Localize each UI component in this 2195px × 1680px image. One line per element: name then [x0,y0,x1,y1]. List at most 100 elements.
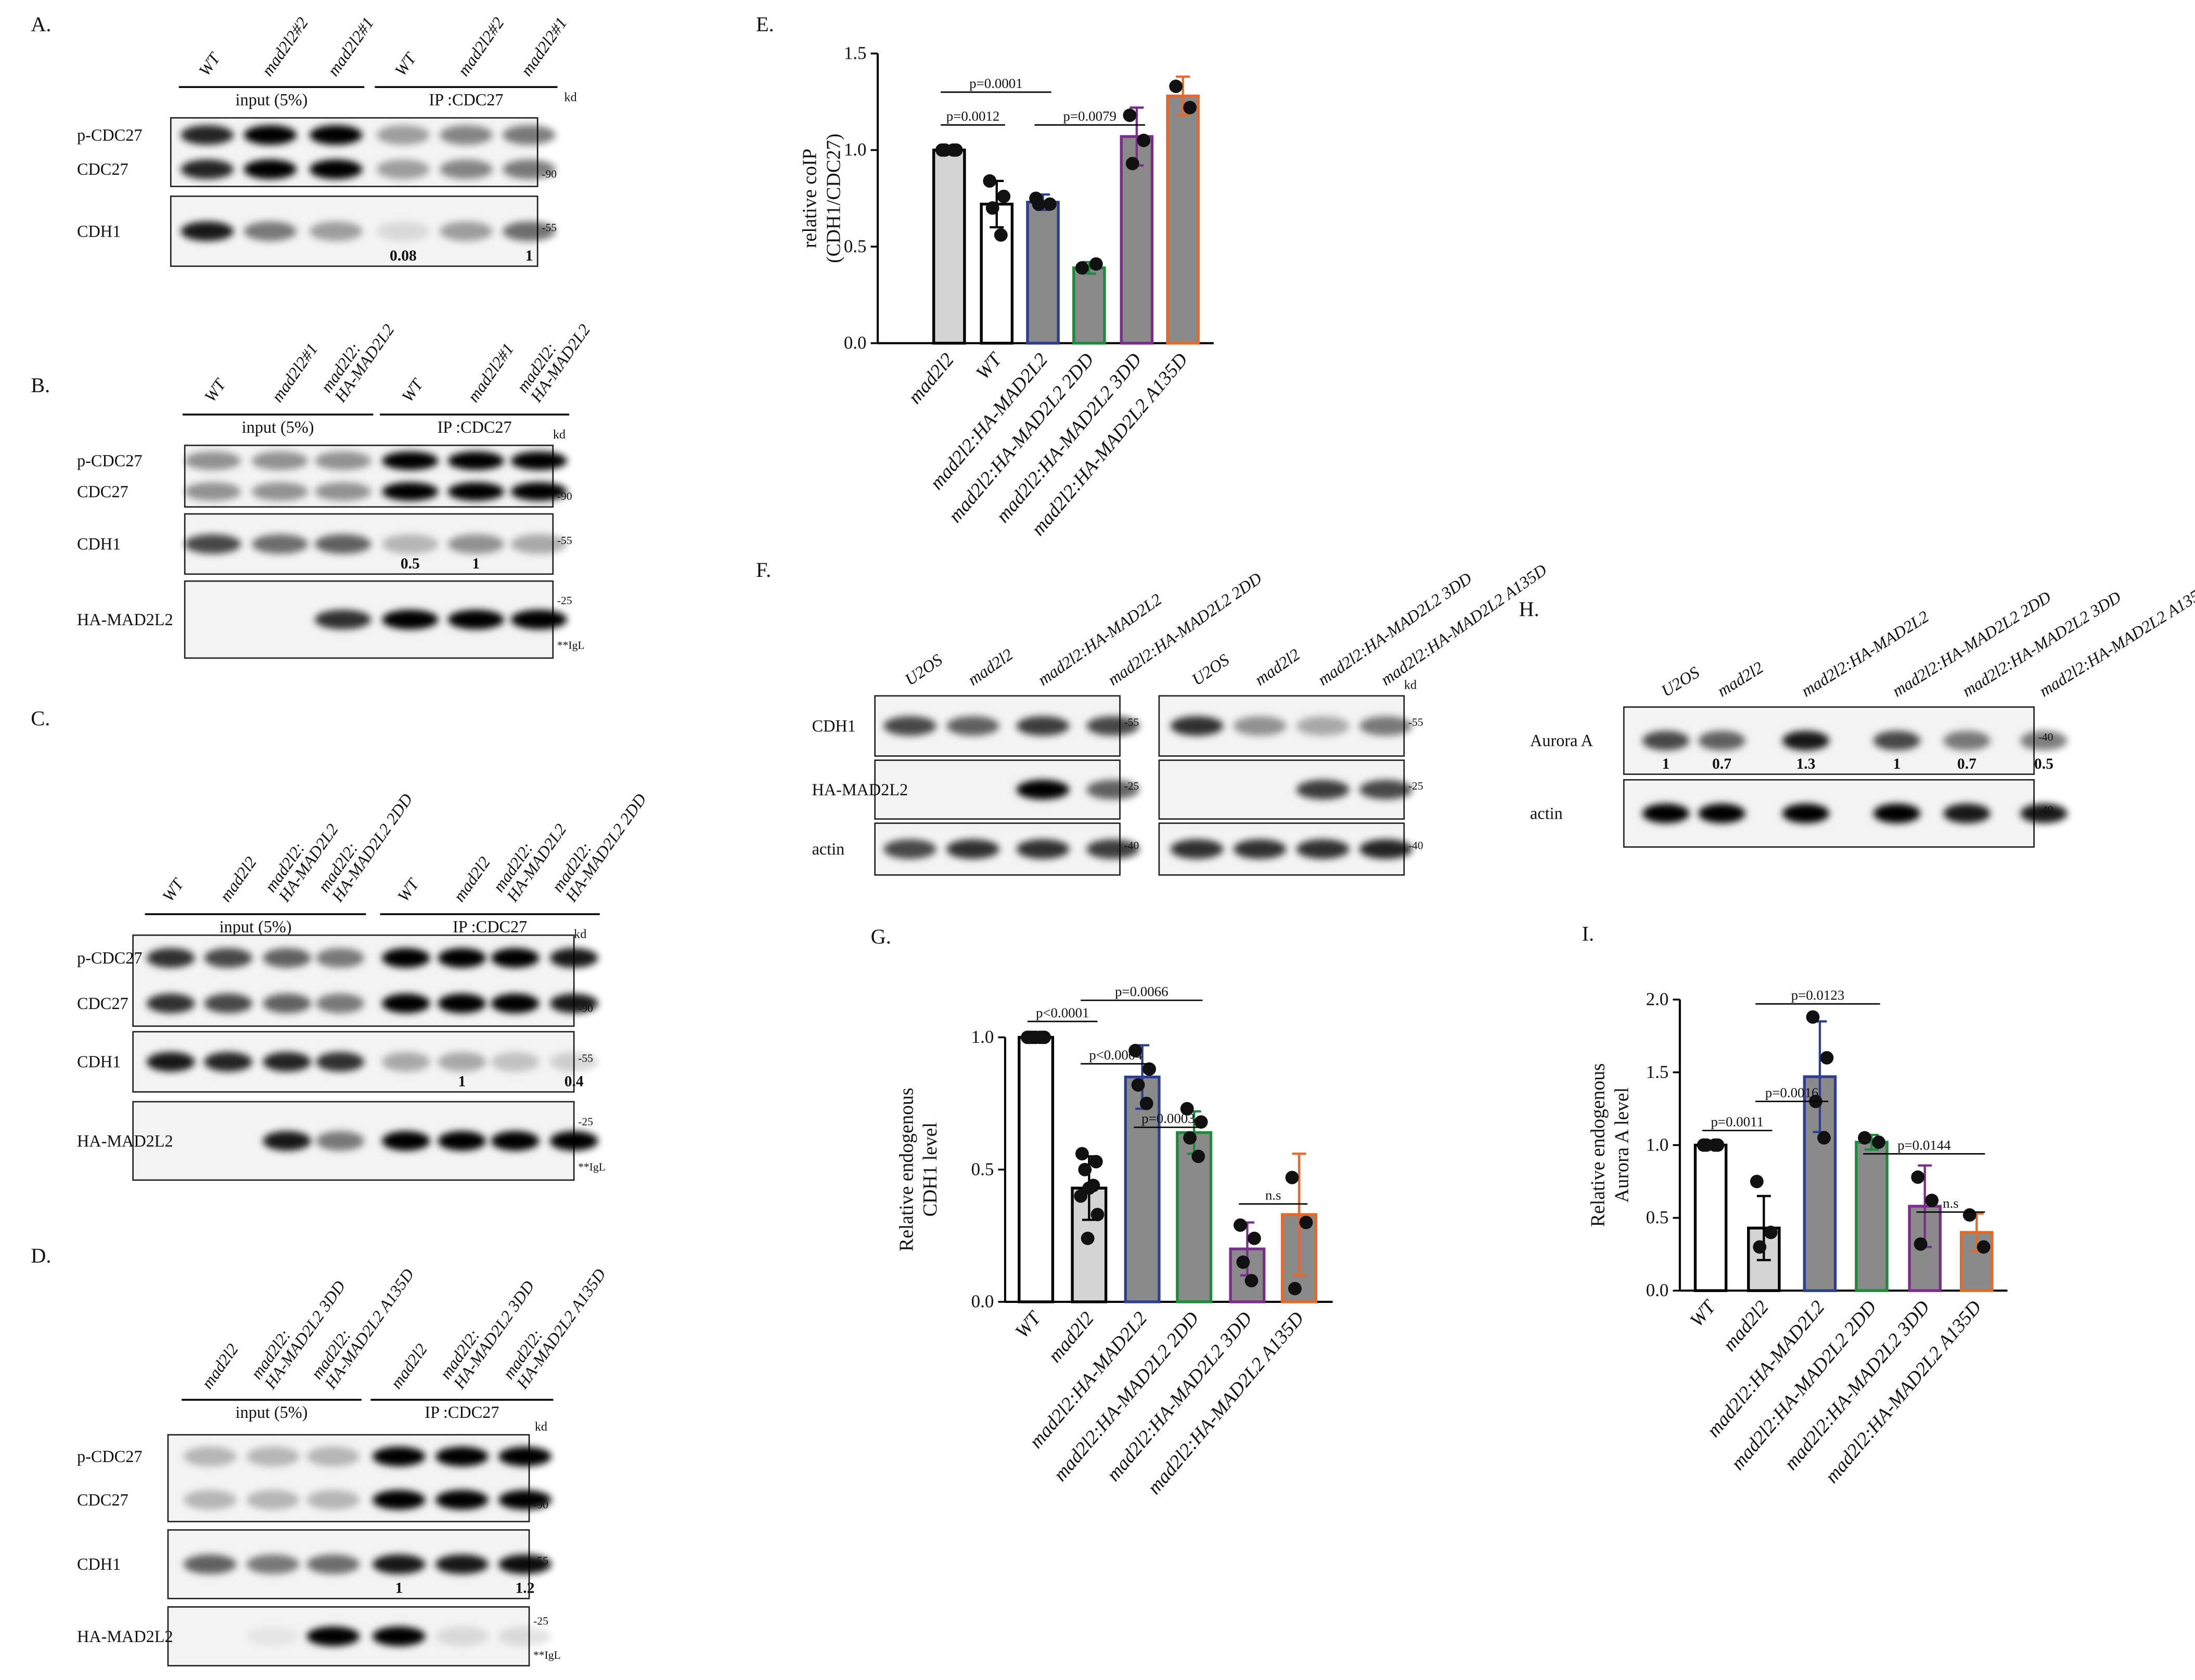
data-point [1247,1231,1261,1245]
band [183,1446,237,1467]
lane-label: mad2l2#1 [324,14,378,79]
row-label: p-CDC27 [77,125,143,144]
kd-label: kd [564,90,576,104]
lane-label-line: U2OS [1188,650,1233,689]
row-label: CDH1 [77,1555,121,1573]
quantification: 0.7 [1712,756,1731,772]
quantification: 1.3 [1796,756,1815,772]
data-point [1234,1218,1247,1232]
row-label: HA-MAD2L2 [77,1627,173,1646]
quantification: 1 [1893,756,1901,772]
lane-label: U2OS [1658,663,1703,700]
lane-label: mad2l2#1 [517,14,571,79]
kd-marker: -40 [1124,839,1139,851]
band [243,125,297,145]
lane-label: mad2l2 [387,1340,431,1392]
significance-label: p=0.0144 [1897,1137,1951,1153]
band [435,1554,489,1574]
band [1016,780,1070,799]
lane-label-line: mad2l2#1 [464,340,518,405]
row-label: CDC27 [77,482,129,501]
band [382,451,439,470]
lane-label-line: mad2l2#2 [454,14,508,79]
band [1296,839,1350,859]
band [946,839,999,859]
lane-label-line: mad2l2#1 [324,14,378,79]
x-tick-label: mad2l2 [904,349,958,408]
band [306,1446,360,1467]
data-point [1037,1030,1051,1044]
y-tick-label: 1.0 [1646,1134,1669,1155]
band [246,1490,300,1510]
significance-label: n.s [1265,1187,1281,1203]
band [251,482,309,501]
group-label: input (5%) [220,917,292,936]
lane-label: mad2l2#1 [464,340,518,405]
row-label: p-CDC27 [77,1447,143,1466]
data-point [1169,80,1183,93]
group-label: IP :CDC27 [425,1403,499,1421]
band [377,221,430,241]
significance-label: p<0.0001 [1036,1005,1089,1020]
band [491,1131,540,1151]
panel-letter: E. [756,12,774,36]
y-tick-label: 2.0 [1646,989,1669,1010]
band [372,1554,426,1574]
error-bar [1292,1152,1306,1277]
row-label: HA-MAD2L2 [77,610,173,629]
band [510,534,568,554]
band [309,159,363,179]
band [1086,839,1139,859]
band [549,1131,598,1151]
data-point [1191,1149,1205,1164]
data-point [1125,157,1139,171]
kd-marker: -90 [557,490,572,502]
band [243,159,297,179]
quantification: 1.2 [516,1580,535,1597]
quantification: 0.5 [2034,756,2053,772]
band [447,451,505,470]
band [309,221,363,241]
band [377,125,430,145]
band [251,534,309,554]
row-label: CDH1 [77,222,121,240]
band [1016,839,1070,859]
band [510,451,568,470]
bar [1026,201,1060,345]
data-point [1925,1193,1939,1207]
band [883,839,936,859]
band [549,993,598,1013]
band [1359,839,1413,859]
row-label: p-CDC27 [77,948,143,967]
lane-label-line: WT [195,49,224,80]
band [946,716,999,736]
kd-marker: -40 [1408,839,1423,851]
blot-row [874,759,1121,820]
lane-label: mad2l2:HA-MAD2L2 [317,320,398,406]
band [503,221,556,241]
lane-label: mad2l2#2 [258,14,312,79]
lane-label-line: WT [200,374,229,405]
kd-marker: -55 [533,1554,548,1567]
band [549,1052,598,1072]
band [181,159,234,179]
data-point [1708,1138,1722,1152]
kd-marker: -25 [557,595,572,607]
band [498,1554,551,1574]
data-point [1858,1131,1871,1145]
row-label: actin [812,839,845,858]
band [1873,804,1921,823]
lane-label: mad2l2#1 [267,340,322,405]
band [316,948,365,968]
band [246,1626,300,1646]
lane-label-line: mad2l2 [964,645,1016,689]
lane-label-line: mad2l2 [1251,645,1303,689]
y-axis-label: CDH1 level [919,1122,941,1217]
band [498,1626,551,1646]
band [314,451,371,470]
band [246,1554,300,1574]
y-tick-label: 1.5 [844,43,867,63]
data-point [997,189,1011,203]
data-point [1180,1102,1194,1116]
